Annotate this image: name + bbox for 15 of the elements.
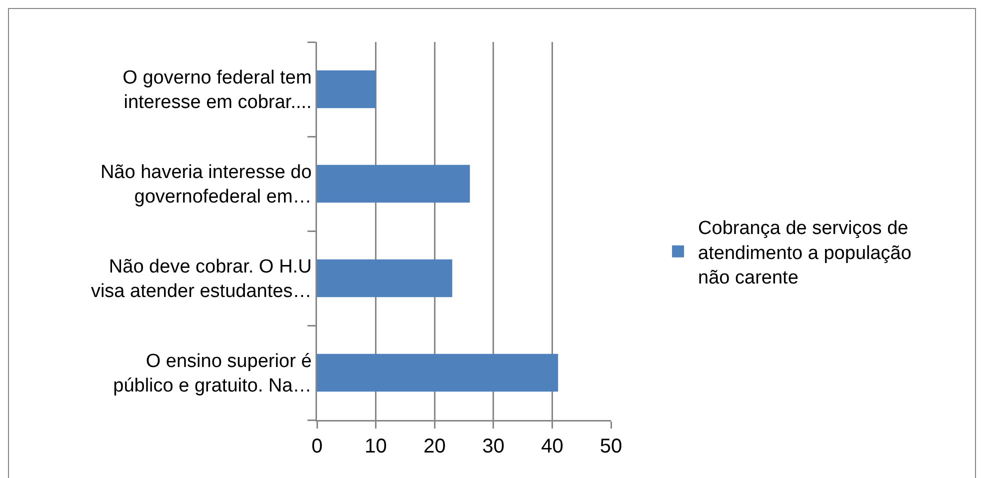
- x-tick-label: 50: [600, 436, 622, 458]
- bar: [317, 164, 470, 203]
- y-tick-label: O ensino superior é público e gratuito. Na…: [113, 351, 312, 397]
- y-tick-label: Não deve cobrar. O H.U visa atender estudantes…: [90, 256, 312, 302]
- y-tick-label: Não haveria interesse do governofederal em…: [100, 162, 312, 208]
- x-tick-label: 10: [364, 436, 387, 458]
- x-tick-label: 30: [482, 436, 505, 458]
- legend-label: Cobrança de serviços de atendimento a população não carente: [698, 218, 912, 288]
- bar: [317, 354, 558, 392]
- bar: [317, 70, 376, 108]
- x-tick-label: 40: [541, 436, 564, 458]
- x-tick-label: 20: [423, 436, 446, 458]
- y-tick-label: O governo federal tem interesse em cobrar....: [122, 68, 312, 114]
- x-tick-label: 0: [311, 436, 323, 458]
- bar: [317, 259, 452, 298]
